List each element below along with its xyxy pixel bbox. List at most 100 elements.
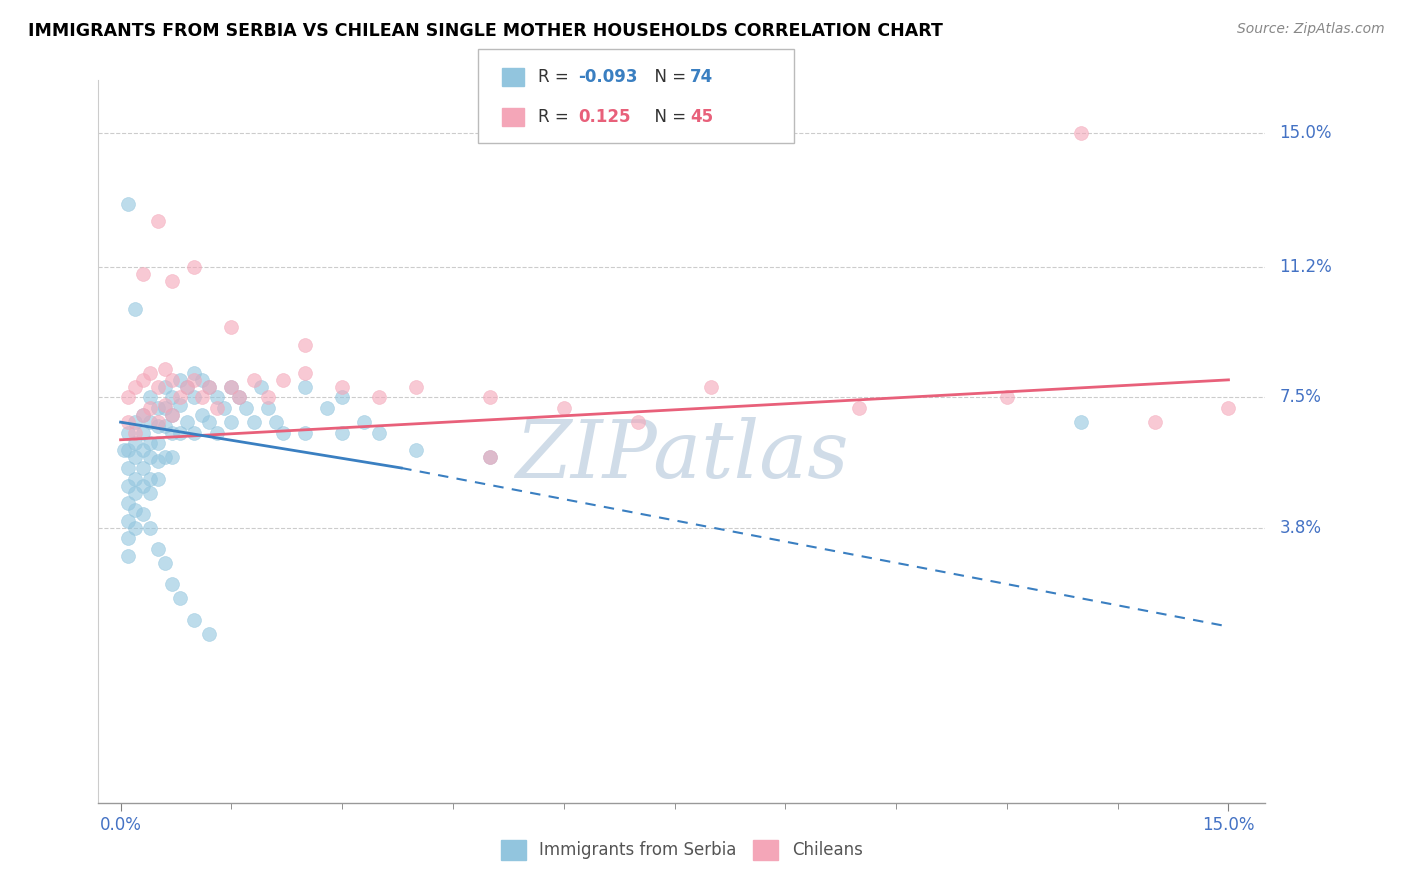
Point — [117, 461, 139, 475]
Point — [153, 398, 176, 412]
Text: N =: N = — [644, 69, 692, 87]
Text: 74: 74 — [690, 69, 714, 87]
Point — [198, 380, 221, 394]
Point — [117, 549, 139, 563]
Point — [294, 337, 316, 351]
Point — [1070, 415, 1092, 429]
Point — [132, 443, 155, 458]
Point — [176, 415, 198, 429]
Point — [553, 401, 575, 415]
Point — [132, 373, 155, 387]
Legend: Immigrants from Serbia, Chileans: Immigrants from Serbia, Chileans — [495, 833, 869, 867]
Point — [162, 577, 184, 591]
Text: Source: ZipAtlas.com: Source: ZipAtlas.com — [1237, 22, 1385, 37]
Point — [205, 425, 228, 440]
Point — [169, 425, 191, 440]
Point — [330, 425, 353, 440]
Point — [264, 415, 287, 429]
Point — [146, 436, 169, 450]
Point — [117, 496, 139, 510]
Point — [117, 391, 139, 405]
Point — [478, 450, 501, 465]
Point — [139, 485, 162, 500]
Point — [176, 380, 198, 394]
Text: ZIPatlas: ZIPatlas — [515, 417, 849, 495]
Point — [117, 425, 139, 440]
Point — [242, 373, 264, 387]
Point — [183, 366, 205, 380]
Point — [405, 443, 427, 458]
Point — [405, 380, 427, 394]
Point — [124, 436, 146, 450]
Point — [183, 425, 205, 440]
Point — [183, 373, 205, 387]
Point — [228, 391, 250, 405]
Text: 15.0%: 15.0% — [1279, 124, 1331, 142]
Text: 7.5%: 7.5% — [1279, 389, 1322, 407]
Point — [294, 380, 316, 394]
Point — [257, 391, 280, 405]
Point — [117, 478, 139, 492]
Point — [221, 320, 243, 334]
Point — [139, 521, 162, 535]
Text: IMMIGRANTS FROM SERBIA VS CHILEAN SINGLE MOTHER HOUSEHOLDS CORRELATION CHART: IMMIGRANTS FROM SERBIA VS CHILEAN SINGLE… — [28, 22, 943, 40]
Point — [139, 366, 162, 380]
Text: 45: 45 — [690, 108, 713, 126]
Point — [146, 542, 169, 557]
Point — [117, 532, 139, 546]
Point — [330, 391, 353, 405]
Point — [368, 391, 391, 405]
Point — [153, 362, 176, 376]
Point — [146, 418, 169, 433]
Point — [205, 401, 228, 415]
Point — [162, 274, 184, 288]
Point — [112, 443, 135, 458]
Point — [124, 485, 146, 500]
Point — [316, 401, 339, 415]
Point — [271, 373, 294, 387]
Point — [124, 415, 146, 429]
Point — [228, 391, 250, 405]
Point — [132, 507, 155, 521]
Point — [139, 450, 162, 465]
Point — [294, 425, 316, 440]
Point — [146, 380, 169, 394]
Point — [132, 267, 155, 281]
Point — [995, 391, 1018, 405]
Point — [124, 302, 146, 317]
Point — [198, 626, 221, 640]
Point — [221, 415, 243, 429]
Point — [221, 380, 243, 394]
Point — [198, 380, 221, 394]
Point — [124, 380, 146, 394]
Point — [124, 503, 146, 517]
Point — [153, 556, 176, 570]
Point — [117, 415, 139, 429]
Point — [191, 391, 214, 405]
Point — [146, 214, 169, 228]
Point — [162, 408, 184, 422]
Point — [132, 478, 155, 492]
Point — [132, 425, 155, 440]
Point — [478, 450, 501, 465]
Point — [368, 425, 391, 440]
Point — [626, 415, 648, 429]
Point — [271, 425, 294, 440]
Point — [139, 391, 162, 405]
Point — [124, 471, 146, 485]
Point — [146, 401, 169, 415]
Point — [162, 391, 184, 405]
Point — [183, 391, 205, 405]
Point — [478, 391, 501, 405]
Text: R =: R = — [538, 69, 575, 87]
Point — [153, 450, 176, 465]
Point — [191, 373, 214, 387]
Point — [169, 398, 191, 412]
Point — [153, 380, 176, 394]
Point — [162, 425, 184, 440]
Point — [139, 401, 162, 415]
Point — [212, 401, 235, 415]
Point — [153, 418, 176, 433]
Text: -0.093: -0.093 — [578, 69, 637, 87]
Text: 0.125: 0.125 — [578, 108, 630, 126]
